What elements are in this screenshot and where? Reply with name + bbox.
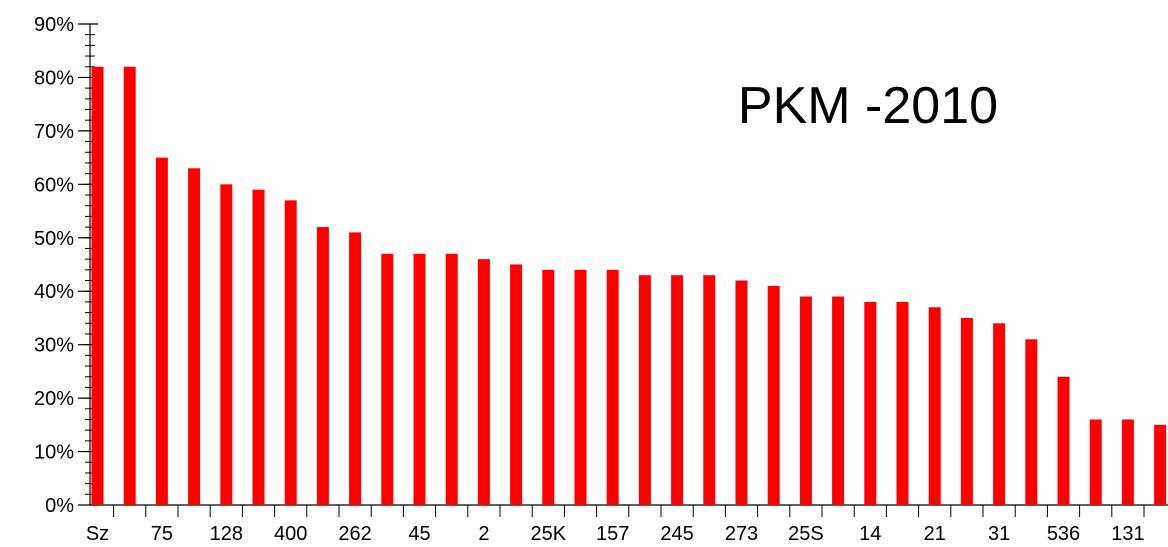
bar — [606, 269, 619, 505]
bar — [832, 296, 845, 505]
bar — [284, 200, 297, 505]
bar — [510, 264, 523, 505]
bar — [1057, 376, 1070, 505]
y-axis: 0% 10% 20% 30% 40% 50% 60% 70% 80% 90% — [34, 14, 98, 517]
x-tick-label: 262 — [338, 523, 371, 545]
x-tick-label: 245 — [660, 523, 693, 545]
bar — [960, 317, 973, 505]
bar — [477, 259, 490, 505]
bar — [316, 227, 329, 506]
bar — [767, 285, 780, 505]
bar — [993, 323, 1006, 505]
y-tick-label: 20% — [34, 388, 74, 410]
bar — [542, 269, 555, 505]
bar — [799, 296, 812, 505]
x-axis: Sz 75 128 400 262 45 2 25K 157 245 273 25S 14 21 31 536… — [86, 504, 1168, 545]
bar — [735, 280, 748, 505]
x-tick-label: 14 — [859, 523, 881, 545]
bar — [1154, 424, 1167, 505]
x-tick-label: 536 — [1047, 523, 1080, 545]
bar — [445, 253, 458, 505]
x-tick-label: 25K — [531, 523, 567, 545]
bar — [1089, 419, 1102, 505]
x-tick-label: Sz — [86, 523, 109, 545]
y-tick-label: 40% — [34, 281, 74, 303]
y-tick-label: 0% — [45, 495, 74, 517]
y-tick-label: 50% — [34, 228, 74, 250]
bar — [638, 275, 651, 505]
y-tick-label: 90% — [34, 14, 74, 36]
bar — [703, 275, 716, 505]
y-tick-label: 70% — [34, 121, 74, 143]
y-tick-label: 80% — [34, 67, 74, 89]
bar — [574, 269, 587, 505]
x-tick-label: 31 — [988, 523, 1010, 545]
x-tick-label: 157 — [596, 523, 629, 545]
y-tick-label: 30% — [34, 335, 74, 357]
bar — [91, 66, 104, 505]
bar — [413, 253, 426, 505]
bar — [123, 66, 136, 505]
bars — [91, 66, 1167, 506]
x-tick-label: 45 — [408, 523, 430, 545]
chart-title: PKM -2010 — [738, 77, 998, 135]
bar — [928, 307, 941, 505]
x-tick-label: 25S — [788, 523, 824, 545]
bar — [220, 184, 233, 506]
bar — [381, 253, 394, 505]
x-tick-label: 21 — [924, 523, 946, 545]
x-tick-label: 128 — [210, 523, 243, 545]
x-tick-label: 131 — [1111, 523, 1144, 545]
x-tick-label: 400 — [274, 523, 307, 545]
bar — [1025, 339, 1038, 505]
x-tick-label: 2 — [478, 523, 489, 545]
bar — [1121, 419, 1134, 505]
x-tick-label: 75 — [151, 523, 173, 545]
bar — [349, 232, 362, 505]
x-tick-label: 273 — [725, 523, 758, 545]
bar — [671, 275, 684, 505]
bar — [896, 301, 909, 505]
bar — [252, 189, 265, 505]
bar — [155, 157, 168, 505]
bar — [864, 301, 877, 505]
bar — [188, 168, 201, 506]
y-tick-label: 60% — [34, 174, 74, 196]
y-tick-label: 10% — [34, 442, 74, 464]
